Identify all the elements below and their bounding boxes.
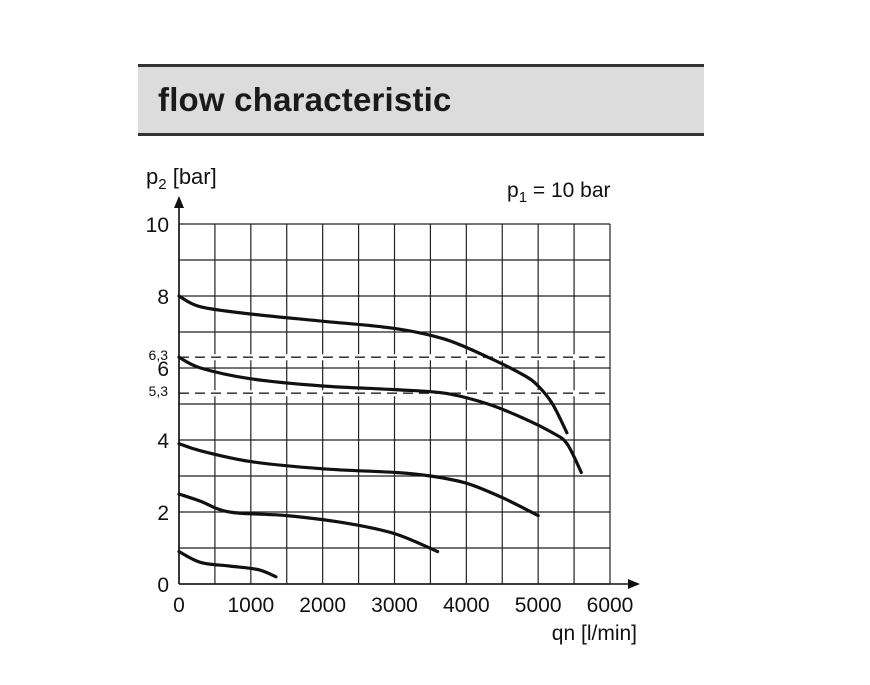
series-line-5	[177, 550, 278, 579]
y-axis-arrow-icon	[174, 196, 184, 208]
series-line-3	[177, 442, 540, 518]
x-tick-label: 0	[173, 594, 185, 617]
x-tick-label: 1000	[227, 594, 274, 617]
x-tick-label: 3000	[371, 594, 418, 617]
chart-title-banner: flow characteristic	[138, 64, 704, 136]
reference-line-label: 6,3	[149, 347, 169, 363]
supply-pressure-annotation: p1 = 10 bar	[507, 179, 611, 206]
reference-line-label: 5,3	[149, 383, 169, 399]
x-axis-arrow-icon	[628, 579, 640, 589]
x-tick-label: 6000	[587, 594, 634, 617]
chart-title: flow characteristic	[158, 81, 452, 118]
series-line-2	[177, 355, 583, 474]
x-tick-label: 2000	[299, 594, 346, 617]
y-tick-label: 4	[157, 430, 169, 453]
series-line-4	[177, 492, 440, 554]
x-axis-label: qn [l/min]	[552, 622, 637, 645]
y-axis-label: p2 [bar]	[146, 164, 217, 193]
y-tick-label: 8	[157, 286, 169, 309]
y-tick-label: 0	[157, 574, 169, 597]
y-tick-label: 10	[146, 214, 169, 237]
series-line-1	[177, 294, 569, 435]
x-tick-label: 5000	[515, 594, 562, 617]
y-tick-label: 2	[157, 502, 169, 525]
y-tick-label: 6	[157, 358, 169, 381]
x-tick-label: 4000	[443, 594, 490, 617]
